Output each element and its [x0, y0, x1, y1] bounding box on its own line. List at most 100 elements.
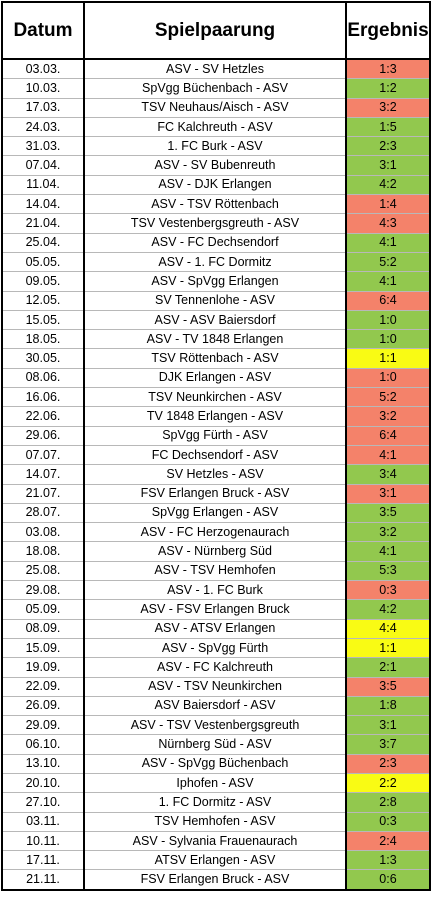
- row-date: 21.11.: [1, 869, 85, 891]
- row-match: TSV Neuhaus/Aisch - ASV: [83, 98, 347, 118]
- row-match: 1. FC Burk - ASV: [83, 136, 347, 157]
- row-result: 4:1: [345, 271, 431, 292]
- table-row: 03.11. TSV Hemhofen - ASV 0:3: [1, 812, 431, 832]
- row-match: FC Kalchreuth - ASV: [83, 117, 347, 138]
- row-result: 1:5: [345, 117, 431, 138]
- row-date: 22.06.: [1, 406, 85, 427]
- row-match: ASV - SpVgg Fürth: [83, 638, 347, 659]
- row-match: ATSV Erlangen - ASV: [83, 850, 347, 871]
- row-date: 21.04.: [1, 213, 85, 234]
- row-date: 14.04.: [1, 194, 85, 215]
- row-match: ASV - 1. FC Burk: [83, 580, 347, 601]
- row-date: 05.09.: [1, 599, 85, 620]
- row-result: 3:4: [345, 464, 431, 485]
- header-result: Ergebnis: [345, 1, 431, 60]
- row-result: 3:7: [345, 734, 431, 755]
- row-date: 18.05.: [1, 329, 85, 350]
- row-result: 1:8: [345, 696, 431, 717]
- row-date: 24.03.: [1, 117, 85, 138]
- row-match: TSV Neunkirchen - ASV: [83, 387, 347, 408]
- header-match: Spielpaarung: [83, 1, 347, 60]
- table-row: 24.03. FC Kalchreuth - ASV 1:5: [1, 117, 431, 138]
- table-row: 25.04. ASV - FC Dechsendorf 4:1: [1, 233, 431, 253]
- row-match: FSV Erlangen Bruck - ASV: [83, 484, 347, 504]
- row-date: 09.05.: [1, 271, 85, 292]
- table-row: 12.05. SV Tennenlohe - ASV 6:4: [1, 291, 431, 311]
- row-match: ASV - FSV Erlangen Bruck: [83, 599, 347, 620]
- row-date: 15.05.: [1, 310, 85, 331]
- row-match: ASV - 1. FC Dormitz: [83, 252, 347, 273]
- row-result: 0:3: [345, 812, 431, 832]
- row-result: 1:4: [345, 194, 431, 215]
- row-result: 1:1: [345, 638, 431, 659]
- row-date: 17.11.: [1, 850, 85, 871]
- row-match: ASV - SpVgg Erlangen: [83, 271, 347, 292]
- row-date: 29.06.: [1, 426, 85, 446]
- row-match: FC Dechsendorf - ASV: [83, 445, 347, 466]
- row-date: 16.06.: [1, 387, 85, 408]
- row-result: 2:1: [345, 657, 431, 678]
- table-row: 20.10. Iphofen - ASV 2:2: [1, 773, 431, 794]
- row-result: 1:3: [345, 59, 431, 80]
- row-result: 1:1: [345, 348, 431, 369]
- row-result: 4:2: [345, 599, 431, 620]
- row-result: 3:1: [345, 715, 431, 736]
- table-row: 10.11. ASV - Sylvania Frauenaurach 2:4: [1, 831, 431, 852]
- row-match: ASV - FC Dechsendorf: [83, 233, 347, 253]
- row-date: 20.10.: [1, 773, 85, 794]
- row-match: ASV - FC Herzogenaurach: [83, 522, 347, 543]
- row-result: 3:1: [345, 155, 431, 176]
- row-result: 2:3: [345, 136, 431, 157]
- row-date: 12.05.: [1, 291, 85, 311]
- row-date: 10.03.: [1, 78, 85, 99]
- table-row: 03.03. ASV - SV Hetzles 1:3: [1, 59, 431, 80]
- row-date: 18.08.: [1, 541, 85, 562]
- row-result: 3:5: [345, 677, 431, 697]
- row-match: ASV - FC Kalchreuth: [83, 657, 347, 678]
- row-date: 10.11.: [1, 831, 85, 852]
- table-row: 25.08. ASV - TSV Hemhofen 5:3: [1, 561, 431, 582]
- row-date: 21.07.: [1, 484, 85, 504]
- table-row: 06.10. Nürnberg Süd - ASV 3:7: [1, 734, 431, 755]
- table-row: 05.05. ASV - 1. FC Dormitz 5:2: [1, 252, 431, 273]
- row-match: FSV Erlangen Bruck - ASV: [83, 869, 347, 891]
- table-row: 15.05. ASV - ASV Baiersdorf 1:0: [1, 310, 431, 331]
- header-row: Datum Spielpaarung Ergebnis: [1, 1, 431, 60]
- table-row: 09.05. ASV - SpVgg Erlangen 4:1: [1, 271, 431, 292]
- row-result: 6:4: [345, 291, 431, 311]
- row-result: 6:4: [345, 426, 431, 446]
- table-row: 27.10. 1. FC Dormitz - ASV 2:8: [1, 792, 431, 813]
- table-row: 15.09. ASV - SpVgg Fürth 1:1: [1, 638, 431, 659]
- row-result: 4:4: [345, 619, 431, 639]
- table-row: 30.05. TSV Röttenbach - ASV 1:1: [1, 348, 431, 369]
- row-match: ASV - TSV Röttenbach: [83, 194, 347, 215]
- row-date: 05.05.: [1, 252, 85, 273]
- row-match: Iphofen - ASV: [83, 773, 347, 794]
- row-match: ASV - TSV Vestenbergsgreuth: [83, 715, 347, 736]
- table-row: 29.08. ASV - 1. FC Burk 0:3: [1, 580, 431, 601]
- row-date: 08.09.: [1, 619, 85, 639]
- row-date: 22.09.: [1, 677, 85, 697]
- table-row: 16.06. TSV Neunkirchen - ASV 5:2: [1, 387, 431, 408]
- row-match: SV Hetzles - ASV: [83, 464, 347, 485]
- row-result: 4:1: [345, 233, 431, 253]
- row-result: 5:3: [345, 561, 431, 582]
- row-match: ASV - SpVgg Büchenbach: [83, 754, 347, 774]
- row-match: ASV - Sylvania Frauenaurach: [83, 831, 347, 852]
- table-row: 18.08. ASV - Nürnberg Süd 4:1: [1, 541, 431, 562]
- table-row: 13.10. ASV - SpVgg Büchenbach 2:3: [1, 754, 431, 774]
- table-row: 29.09. ASV - TSV Vestenbergsgreuth 3:1: [1, 715, 431, 736]
- row-match: ASV - ASV Baiersdorf: [83, 310, 347, 331]
- row-date: 29.08.: [1, 580, 85, 601]
- row-match: ASV - TSV Neunkirchen: [83, 677, 347, 697]
- row-date: 19.09.: [1, 657, 85, 678]
- table-row: 29.06. SpVgg Fürth - ASV 6:4: [1, 426, 431, 446]
- row-date: 17.03.: [1, 98, 85, 118]
- table-row: 17.03. TSV Neuhaus/Aisch - ASV 3:2: [1, 98, 431, 118]
- row-match: TSV Röttenbach - ASV: [83, 348, 347, 369]
- table-row: 31.03. 1. FC Burk - ASV 2:3: [1, 136, 431, 157]
- row-match: SpVgg Büchenbach - ASV: [83, 78, 347, 99]
- row-match: ASV - TV 1848 Erlangen: [83, 329, 347, 350]
- row-result: 3:1: [345, 484, 431, 504]
- row-date: 15.09.: [1, 638, 85, 659]
